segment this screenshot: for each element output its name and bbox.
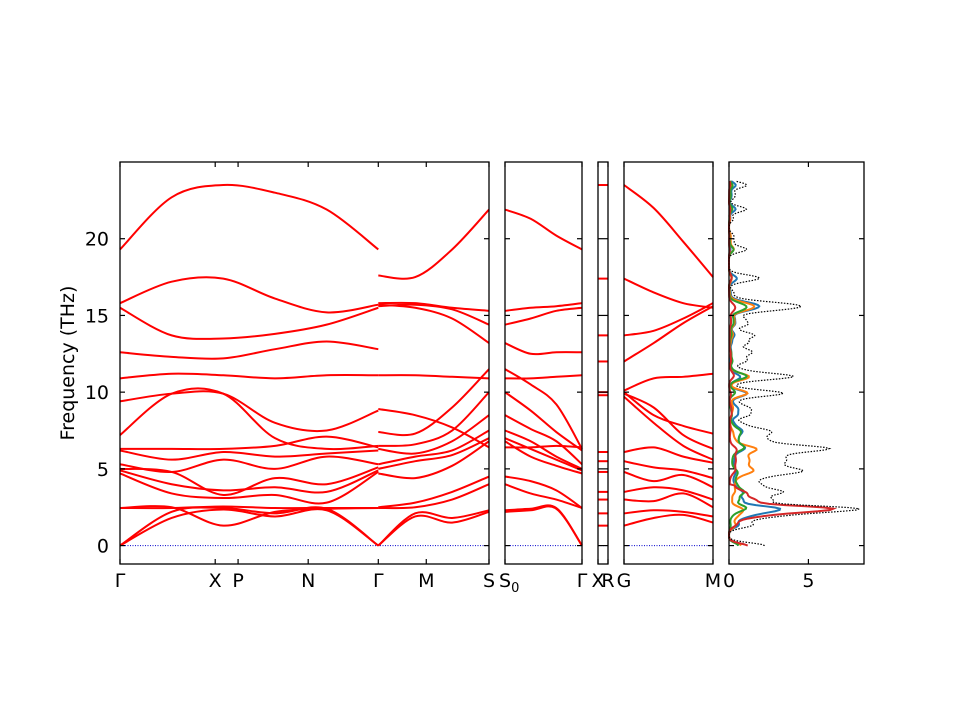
band-panel-2: S0 Γ: [499, 161, 588, 596]
band-line: [120, 435, 379, 451]
band-line: [504, 414, 583, 466]
band-line: [504, 391, 583, 452]
band-line: [504, 342, 583, 356]
y-tick-label: 5: [97, 459, 109, 481]
y-axis-label: Frequency (THz): [57, 286, 79, 441]
band-line: [378, 414, 490, 455]
band-line: [623, 513, 714, 527]
band-line: [119, 183, 379, 251]
band-line: [378, 440, 490, 480]
band-line: [378, 391, 490, 447]
dos-x-tick-label: 5: [802, 570, 814, 592]
band-line: [119, 306, 379, 340]
x-tick-subscript: 0: [511, 581, 519, 596]
band-line: [119, 387, 379, 451]
band-line: [378, 374, 490, 380]
band-line: [378, 303, 490, 326]
dos-frame: [728, 161, 865, 565]
x-tick-label: G: [617, 570, 632, 592]
x-tick-label: N: [301, 570, 315, 592]
panel-frame: [504, 161, 583, 565]
band-line: [504, 302, 583, 312]
band-line: [378, 483, 490, 510]
total-dos-line: [728, 180, 862, 547]
band-line: [119, 276, 379, 314]
band-line: [504, 437, 583, 472]
band-line: [504, 504, 583, 547]
band-line: [623, 460, 714, 480]
band-panel-3: XR: [591, 161, 615, 592]
y-tick-label: 0: [97, 536, 109, 558]
band-line: [623, 372, 714, 392]
band-line: [119, 469, 379, 494]
band-line: [119, 449, 379, 461]
band-line: [378, 368, 490, 437]
band-line: [504, 208, 583, 251]
band-line: [119, 340, 379, 360]
band-line: [378, 429, 490, 466]
band-line: [378, 301, 490, 312]
x-tick-label: Γ: [115, 570, 126, 592]
band-line: [504, 368, 583, 450]
band-line: [378, 408, 490, 449]
band-line: [119, 505, 379, 510]
band-line: [623, 446, 714, 464]
panel-frame: [623, 161, 714, 565]
band-line: [623, 305, 714, 363]
x-tick-label: M: [705, 570, 721, 592]
panel-frame: [597, 161, 609, 565]
band-line: [623, 492, 714, 509]
x-tick-label: R: [601, 570, 614, 592]
y-tick-label: 20: [85, 229, 109, 251]
x-tick-label: S: [483, 570, 495, 592]
band-line: [504, 483, 583, 509]
band-line: [623, 391, 714, 435]
band-line: [623, 277, 714, 309]
band-panels: Γ X P N Γ M S S0 Γ XR G M: [115, 161, 721, 596]
band-line: [623, 302, 714, 337]
band-line: [119, 508, 379, 547]
x-tick-label: M: [418, 570, 434, 592]
dos-x-tick-label: 0: [723, 570, 735, 592]
band-line: [119, 506, 379, 547]
band-line: [504, 475, 583, 509]
band-line: [623, 486, 714, 501]
band-line: [377, 509, 490, 547]
band-line: [119, 390, 379, 433]
band-line: [119, 471, 379, 505]
band-line: [119, 372, 379, 380]
panel-frame: [119, 161, 490, 565]
partial-dos-line-1: [728, 180, 782, 546]
band-line: [623, 509, 714, 518]
y-tick-label: 10: [85, 382, 109, 404]
band-line: [504, 306, 583, 326]
y-tick-label: 15: [85, 305, 109, 327]
band-line: [623, 184, 714, 278]
x-tick-label: Γ: [373, 570, 384, 592]
x-tick-label: X: [591, 570, 604, 592]
x-tick-label: X: [209, 570, 222, 592]
y-axis: 0 5 10 15 20: [85, 229, 109, 558]
x-tick-label: Γ: [577, 570, 588, 592]
band-line: [378, 437, 490, 470]
band-line: [119, 455, 379, 473]
x-tick-label: S0: [499, 570, 519, 596]
band-line: [504, 444, 583, 449]
band-line: [378, 208, 490, 280]
x-tick-label: P: [232, 570, 243, 592]
band-line: [378, 475, 490, 509]
band-line: [504, 429, 583, 470]
band-line: [623, 470, 714, 489]
band-line: [623, 396, 714, 461]
band-line: [504, 374, 583, 380]
